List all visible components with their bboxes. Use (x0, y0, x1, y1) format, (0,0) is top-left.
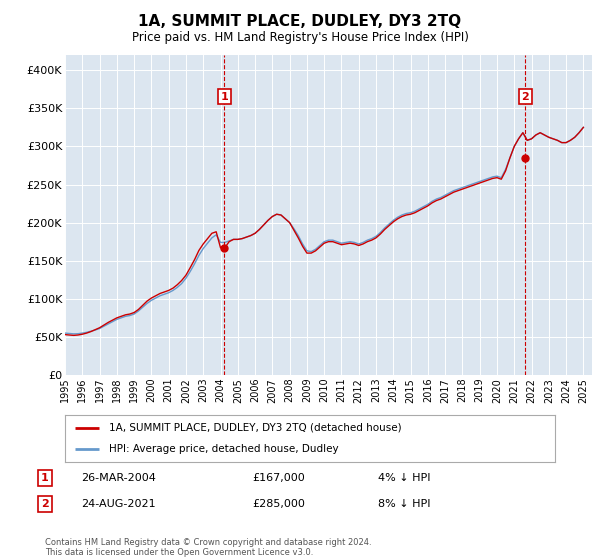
Text: 24-AUG-2021: 24-AUG-2021 (81, 499, 155, 509)
Text: £167,000: £167,000 (252, 473, 305, 483)
Text: 1: 1 (221, 92, 229, 101)
Text: 26-MAR-2004: 26-MAR-2004 (81, 473, 156, 483)
Text: Price paid vs. HM Land Registry's House Price Index (HPI): Price paid vs. HM Land Registry's House … (131, 31, 469, 44)
Text: Contains HM Land Registry data © Crown copyright and database right 2024.
This d: Contains HM Land Registry data © Crown c… (45, 538, 371, 557)
Text: 8% ↓ HPI: 8% ↓ HPI (378, 499, 431, 509)
Text: 4% ↓ HPI: 4% ↓ HPI (378, 473, 431, 483)
Text: 2: 2 (41, 499, 49, 509)
Text: 1A, SUMMIT PLACE, DUDLEY, DY3 2TQ: 1A, SUMMIT PLACE, DUDLEY, DY3 2TQ (139, 14, 461, 29)
Text: £285,000: £285,000 (252, 499, 305, 509)
Text: HPI: Average price, detached house, Dudley: HPI: Average price, detached house, Dudl… (109, 444, 339, 454)
Text: 1: 1 (41, 473, 49, 483)
Text: 1A, SUMMIT PLACE, DUDLEY, DY3 2TQ (detached house): 1A, SUMMIT PLACE, DUDLEY, DY3 2TQ (detac… (109, 423, 402, 433)
Text: 2: 2 (521, 92, 529, 101)
